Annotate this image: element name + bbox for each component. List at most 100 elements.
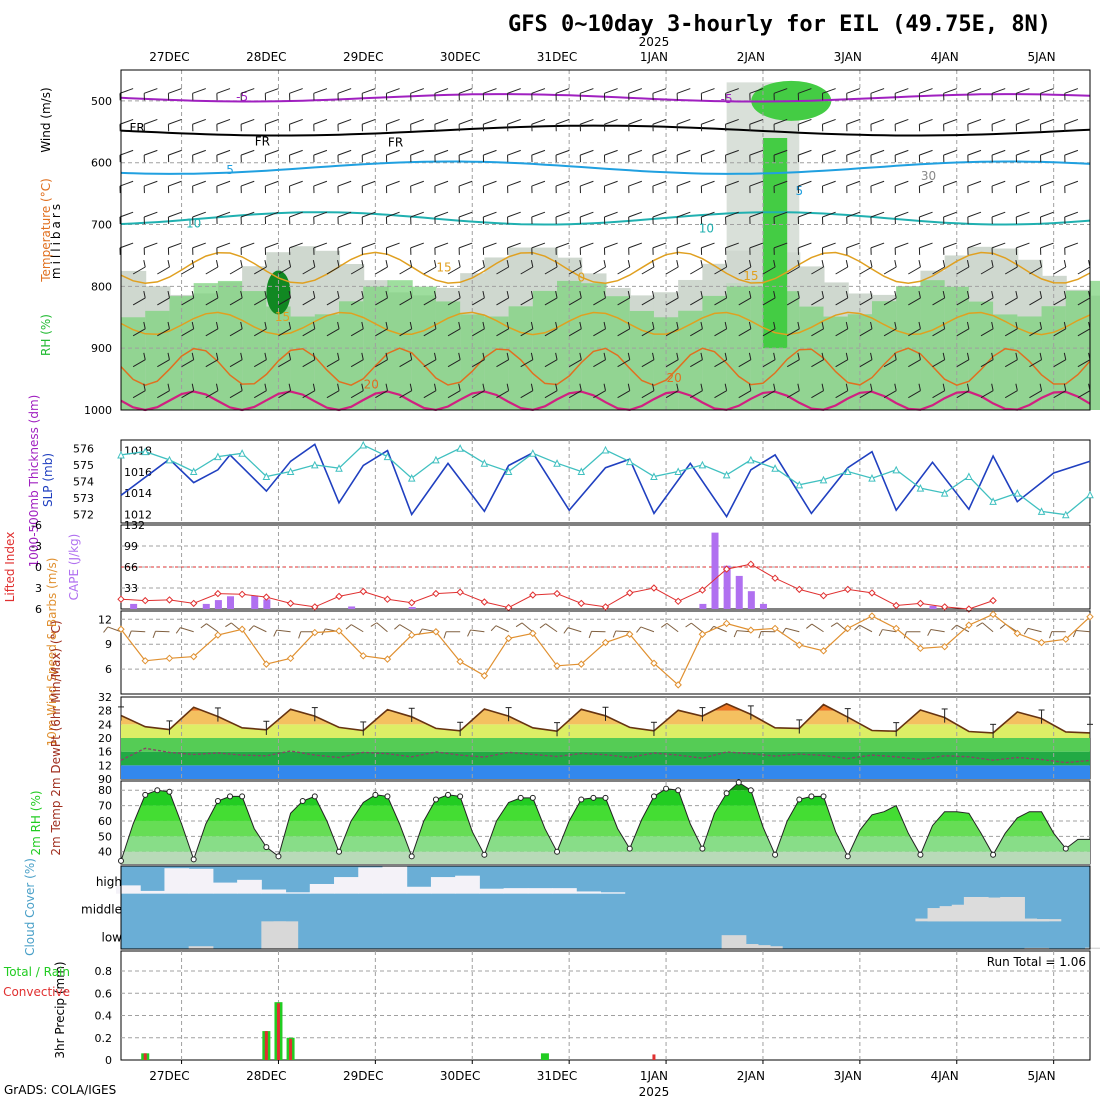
section-wind-barb-flag [361,352,364,360]
rh-point [166,788,173,795]
section-wind-barb-shaft [846,88,861,94]
cape-bar [348,606,356,609]
thickness-point [1086,490,1094,499]
cape-ytick: 33 [124,582,138,595]
section-wind-barb-shaft [240,180,255,187]
year-label-bottom: 2025 [639,1085,670,1099]
section-wind-barb-shaft [919,242,933,249]
section-wind-barb-shaft [458,180,473,187]
section-wind-barb-shaft [544,297,558,306]
section-wind-barb-shaft [870,211,885,218]
section-wind-barb-flag [676,383,679,391]
wind10m-barb-flag [128,630,132,638]
rh-point [796,796,803,803]
section-wind-barb-shaft [593,266,606,275]
section-wind-barb-flag [1015,321,1018,329]
precip-legend-total: Total / Rain [3,965,70,979]
section-wind-barb-shaft [908,297,921,306]
section-wind-barb-shaft [181,297,194,306]
section-wind-barb-shaft [337,211,352,218]
section-wind-barb-shaft [157,266,170,275]
section-frame [120,69,1091,411]
date-label-top: 27DEC [149,50,189,64]
rh-shade-moist [387,280,413,410]
section-wind-barb-shaft [811,266,824,275]
wind10m-barb-flag [490,625,497,632]
section-wind-barb-flag [215,290,219,299]
cloud-bar [1024,947,1050,949]
section-wind-barb-shaft [967,211,982,218]
wind-speed-point [311,628,319,637]
wind-speed-point [626,630,634,638]
section-wind-barb-shaft [205,359,219,368]
rh-point [118,857,124,864]
section-wind-barb-shaft [652,211,667,218]
wind-speed-point [771,624,779,633]
slp-ytick: 1012 [124,508,152,521]
section-wind-barb-shaft [714,266,727,275]
precip-run-total: Run Total = 1.06 [987,955,1086,969]
wind10m-barb-flag [976,622,983,627]
section-wind-barb-shaft [520,266,534,275]
cloud-bar [1085,947,1100,949]
wind10m-barb-shaft [1076,630,1091,633]
section-wind-barb-shaft [932,328,945,337]
cloud-bar [334,877,359,894]
section-wind-barb-shaft [313,211,328,218]
section-wind-barb-shaft [253,266,267,275]
wind-speed-point [868,612,876,620]
wind10m-barb-shaft [691,622,703,633]
section-wind-barb-flag [652,383,655,391]
section-wind-barb-shaft [313,242,328,249]
wind-speed-point [117,625,125,633]
section-wind-barb-shaft [980,359,994,368]
cape-bar [408,607,416,609]
section-wind-barb-flag [603,352,607,360]
rh-point [699,845,706,852]
section-wind-barb-shaft [265,88,279,94]
section-wind-barb-shaft [157,297,170,306]
section-wind-barb-shaft [278,266,291,275]
section-wind-barb-shaft [811,328,824,337]
rh-shade-moist [920,280,946,410]
section-wind-barb-shaft [1077,297,1091,306]
section-wind-barb-shaft [628,242,643,249]
precip-ytick: 0 [105,1054,112,1067]
thickness-point [601,445,610,454]
wind10m-barb-shaft [545,623,558,633]
wind-speed-point [1013,629,1022,638]
rh-point [808,793,815,800]
section-wind-barb-shaft [507,242,521,249]
cape-bar [214,600,222,609]
contour-t25 [120,390,1091,412]
precip-ytick: 0.2 [95,1032,113,1045]
wind-speed-point [141,657,149,665]
section-wind-barb-shaft [967,88,982,94]
section-wind-barb-flag [894,290,897,299]
rh-point [529,794,536,801]
section-wind-barb-shaft [738,328,752,337]
section-wind-barb-shaft [447,328,461,337]
section-wind-barb-shaft [894,180,909,187]
section-wind-barb-shaft [458,149,473,156]
thickness-point [504,467,513,476]
cape-bar [747,591,755,609]
section-wind-barb-shaft [362,211,376,218]
section-wind-barb-shaft [302,297,316,306]
thickness-point [335,464,343,472]
section-wind-barb-shaft [362,180,376,187]
section-wind-barb-flag [361,260,364,268]
precip-ytick: 0.8 [95,965,113,978]
section-wind-barb-flag [894,352,897,360]
section-wind-barb-shaft [593,297,606,306]
precip-ylabel: 3hr Precip (mm) [53,961,67,1058]
section-wind-barb-flag [555,352,558,360]
section-wind-barb-flag [215,321,219,329]
section-wind-barb-flag [773,260,776,268]
section-wind-barb-shaft [725,180,739,187]
wind10m-barb-shaft [982,622,994,633]
li-point [432,589,440,598]
section-wind-barb-flag [458,321,461,329]
section-wind-barb-flag [361,321,364,329]
